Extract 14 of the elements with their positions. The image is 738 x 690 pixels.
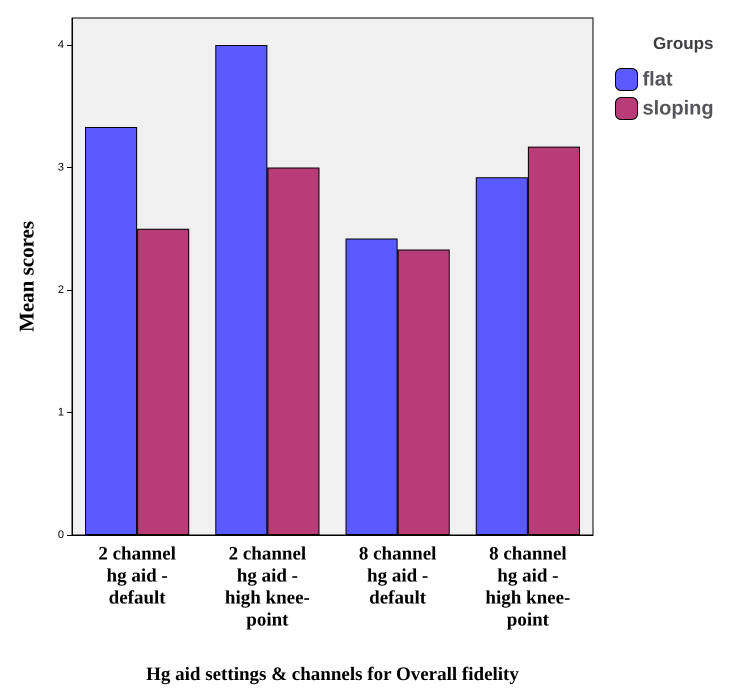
legend-label: sloping bbox=[642, 98, 714, 120]
y-axis-title: Mean scores bbox=[14, 221, 38, 332]
x-tick-label: 2 channel hg aid - default bbox=[98, 544, 176, 608]
x-tick-label: 2 channel hg aid - high knee- point bbox=[224, 544, 310, 630]
x-tick-label: 8 channel hg aid - high knee- point bbox=[485, 544, 570, 630]
y-tick-label: 2 bbox=[58, 284, 64, 296]
y-tick-label: 1 bbox=[58, 406, 64, 418]
legend-title: Groups bbox=[653, 34, 714, 53]
x-tick-label: 8 channel hg aid - default bbox=[358, 544, 436, 608]
legend-label: flat bbox=[642, 68, 673, 90]
y-tick-label: 4 bbox=[58, 38, 64, 51]
x-axis-title: Hg aid settings & channels for Overall fidelity bbox=[146, 664, 520, 685]
y-tick-label: 0 bbox=[58, 529, 64, 541]
y-tick-label: 3 bbox=[58, 161, 64, 174]
